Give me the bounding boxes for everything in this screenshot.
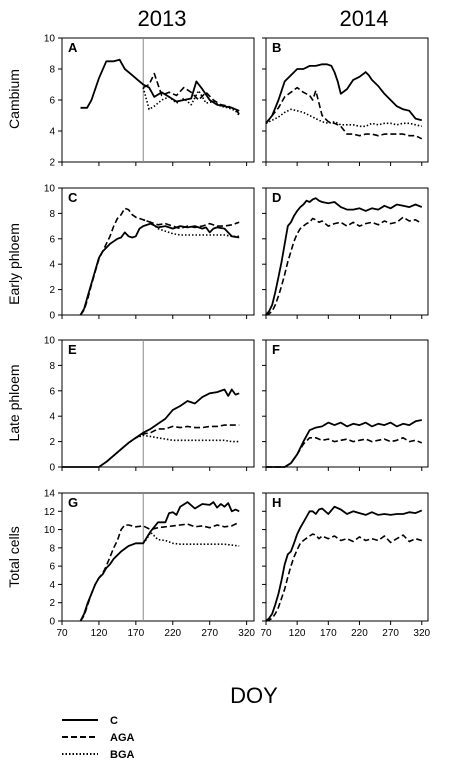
panel-letter: A (68, 40, 78, 55)
x-tick-label: 120 (91, 628, 108, 639)
series-line-aga (142, 72, 240, 115)
panel-frame (265, 187, 429, 316)
y-tick-label: 6 (49, 562, 55, 573)
x-tick-label: 270 (382, 628, 399, 639)
series-line-aga (266, 436, 423, 468)
legend-label-c: C (110, 715, 118, 727)
y-tick-label: 6 (49, 386, 55, 397)
y-tick-label: 2 (49, 158, 55, 169)
panel-letter: F (272, 342, 280, 357)
series-line-aga (265, 86, 423, 140)
y-tick-label: 10 (44, 34, 56, 45)
y-tick-label: 0 (49, 311, 55, 322)
panel-letter: H (272, 495, 281, 510)
row-label-total-cells: Total cells (6, 526, 22, 587)
x-tick-label: 70 (56, 628, 68, 639)
y-tick-label: 6 (49, 234, 55, 245)
y-tick-label: 4 (49, 580, 55, 591)
series-line-c (265, 197, 423, 316)
y-tick-label: 2 (49, 598, 55, 609)
series-line-c (265, 505, 423, 622)
x-tick-label: 320 (413, 628, 430, 639)
panel-g: G 0 2 4 6 8 10 12 14 70 120 170 220 270 320 (44, 489, 256, 640)
y-tick-label: 4 (49, 412, 55, 423)
col-title-2013: 2013 (138, 6, 187, 31)
y-tick-label: 12 (44, 507, 56, 518)
y-tick-label: 14 (44, 489, 56, 500)
panel-letter: G (68, 495, 78, 510)
series-line-c (265, 63, 423, 124)
series-line-aga (265, 216, 423, 316)
series-line-c (80, 58, 240, 112)
legend-label-aga: AGA (110, 732, 135, 744)
panel-letter: E (68, 342, 77, 357)
y-tick-label: 4 (49, 260, 55, 271)
y-tick-label: 2 (49, 437, 55, 448)
panel-letter: D (272, 190, 281, 205)
x-tick-label: 120 (289, 628, 306, 639)
series-line-aga (79, 207, 240, 316)
panel-e: E 0 2 4 6 8 10 (44, 336, 255, 474)
panel-frame (265, 492, 429, 622)
x-tick-label: 220 (351, 628, 368, 639)
x-tick-label: 220 (164, 628, 181, 639)
panel-letter: C (68, 190, 78, 205)
y-tick-label: 8 (49, 543, 55, 554)
series-line-c (79, 501, 240, 622)
panel-d: D (262, 187, 429, 319)
panel-letter: B (272, 40, 281, 55)
y-tick-label: 0 (49, 617, 55, 628)
x-axis-title: DOY (230, 683, 278, 708)
series-line-bga (142, 531, 240, 547)
panel-h: H 70 120 170 220 270 320 (260, 492, 431, 639)
x-tick-label: 270 (201, 628, 218, 639)
y-tick-label: 6 (49, 96, 55, 107)
panel-c: C 0 2 4 6 8 10 (44, 184, 255, 322)
panel-frame (61, 492, 255, 622)
x-tick-label: 320 (238, 628, 255, 639)
series-line-bga (265, 108, 422, 128)
series-line-bga (142, 87, 240, 116)
y-tick-label: 8 (49, 361, 55, 372)
panel-b: B (262, 37, 429, 166)
y-tick-label: 0 (49, 463, 55, 474)
series-line-c (62, 388, 240, 468)
y-tick-label: 2 (49, 285, 55, 296)
col-title-2014: 2014 (340, 6, 389, 31)
panel-frame (265, 37, 429, 163)
y-tick-label: 4 (49, 127, 55, 138)
series-line-aga (265, 533, 423, 622)
series-line-c (266, 419, 422, 468)
series-line-bga (105, 434, 240, 463)
y-tick-label: 10 (44, 184, 56, 195)
row-label-cambium: Cambium (6, 69, 22, 129)
x-tick-label: 170 (320, 628, 337, 639)
series-line-bga (142, 219, 240, 238)
panel-frame (265, 339, 429, 468)
panel-f: F (262, 339, 429, 471)
y-tick-label: 10 (44, 336, 56, 347)
panel-frame (61, 339, 255, 468)
panel-frame (61, 187, 255, 316)
panel-a: A 2 4 6 8 10 (44, 34, 255, 169)
legend: C AGA BGA (62, 715, 135, 761)
y-tick-label: 8 (49, 209, 55, 220)
series-line-aga (105, 424, 240, 463)
row-label-late-phloem: Late phloem (6, 364, 22, 441)
x-tick-label: 170 (128, 628, 145, 639)
legend-label-bga: BGA (110, 749, 135, 761)
y-tick-label: 10 (44, 525, 56, 536)
series-line-aga (79, 521, 240, 622)
y-tick-label: 8 (49, 65, 55, 76)
row-label-early-phloem: Early phloem (6, 223, 22, 305)
series-line-c (79, 222, 240, 316)
x-tick-label: 70 (260, 628, 272, 639)
